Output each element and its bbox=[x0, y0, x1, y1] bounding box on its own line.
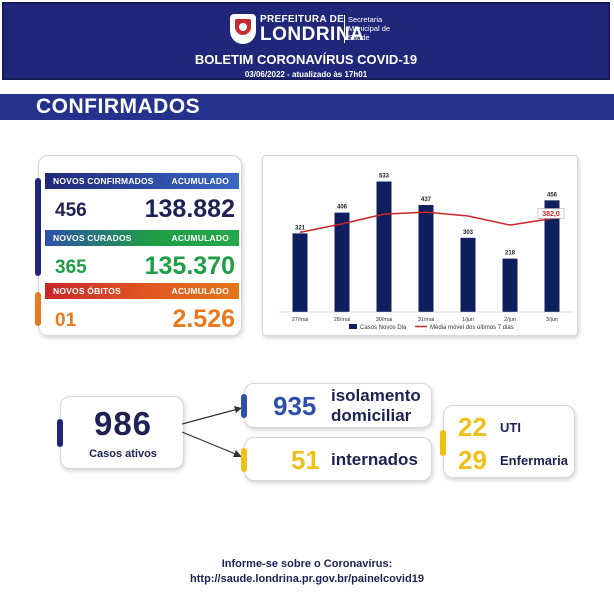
confirmed-label: NOVOS CONFIRMADOS bbox=[53, 176, 154, 186]
bar-1/jun bbox=[460, 237, 476, 312]
bar-value-label: 406 bbox=[337, 205, 348, 211]
home-isolation-label-2: domiciliar bbox=[331, 406, 412, 425]
cases-summary-card: NOVOS CONFIRMADOS ACUMULADO 456 138.882 … bbox=[35, 155, 242, 336]
bar-28/mai bbox=[334, 212, 350, 312]
bulletin-date: 03/06/2022 - atualizado às 17h01 bbox=[244, 70, 368, 79]
arrow-to-isolation-icon bbox=[181, 408, 239, 425]
bar-value-label: 218 bbox=[505, 251, 516, 257]
bar-27/mai bbox=[292, 233, 308, 312]
daily-cases-chart: 321 406 533 437 303 218 456 27/mai 28/mai 30/mai… bbox=[279, 174, 573, 331]
card-accent-bar bbox=[241, 394, 247, 418]
hospitalized-value: 51 bbox=[291, 445, 320, 475]
category-label: 1/jun bbox=[462, 317, 474, 323]
logo-secretaria-text: Secretaria Municipal de Saúde bbox=[348, 15, 391, 42]
card-accent-bar bbox=[57, 419, 63, 447]
deaths-total-value: 2.526 bbox=[172, 305, 235, 333]
legend-bar-label: Casos Novos Dia bbox=[360, 325, 407, 331]
card-accent-bar bbox=[35, 178, 41, 276]
ward-label: Enfermaria bbox=[500, 453, 568, 468]
active-cases-card: 986 Casos ativos bbox=[57, 396, 184, 469]
section-bar: CONFIRMADOS bbox=[0, 94, 614, 120]
hospitalized-card: 51 internados bbox=[241, 437, 432, 481]
bar-value-label: 303 bbox=[463, 230, 474, 236]
deaths-acc-label: ACUMULADO bbox=[171, 286, 229, 296]
bar-31/mai bbox=[418, 205, 434, 312]
bar-30/mai bbox=[376, 181, 392, 312]
icu-label: UTI bbox=[500, 420, 521, 435]
confirmed-acc-label: ACUMULADO bbox=[171, 176, 229, 186]
confirmed-band: NOVOS CONFIRMADOS ACUMULADO bbox=[45, 173, 239, 189]
arrowhead-icon bbox=[234, 406, 242, 413]
home-isolation-value: 935 bbox=[273, 391, 317, 421]
footer-info-text: Informe-se sobre o Coronavírus: bbox=[221, 558, 393, 570]
recovered-acc-label: ACUMULADO bbox=[171, 233, 229, 243]
highlight-value-box bbox=[537, 208, 565, 219]
category-label: 27/mai bbox=[292, 317, 309, 323]
city-crest-icon bbox=[230, 14, 256, 44]
legend-bar-swatch bbox=[349, 324, 357, 329]
bar-3/jun bbox=[544, 200, 560, 312]
deaths-label: NOVOS ÓBITOS bbox=[53, 286, 121, 296]
moving-average-line bbox=[299, 211, 553, 234]
recovered-label: NOVOS CURADOS bbox=[53, 233, 132, 243]
confirmed-total-value: 138.882 bbox=[144, 195, 235, 223]
bar-2/jun bbox=[502, 258, 518, 312]
active-cases-value: 986 bbox=[93, 405, 153, 442]
icu-value: 22 bbox=[458, 412, 487, 442]
category-label: 2/jun bbox=[504, 317, 516, 323]
card-accent-bar bbox=[440, 430, 446, 456]
card-accent-bar bbox=[35, 292, 41, 326]
section-title: CONFIRMADOS bbox=[36, 95, 201, 118]
home-isolation-card: 935 isolamento domiciliar bbox=[241, 383, 432, 428]
arrow-to-hospitalized-icon bbox=[181, 431, 239, 456]
ward-value: 29 bbox=[458, 445, 487, 475]
bar-value-label: 437 bbox=[421, 197, 432, 203]
recovered-total-value: 135.370 bbox=[144, 252, 235, 280]
daily-cases-chart-card: 321 406 533 437 303 218 456 27/mai 28/mai 30/mai… bbox=[262, 155, 578, 336]
hospitalized-label: internados bbox=[331, 450, 418, 469]
bulletin-title: BOLETIM CORONAVÍRUS COVID-19 bbox=[194, 52, 418, 67]
breakdown-arrows bbox=[181, 406, 242, 457]
icu-ward-card: 22 UTI 29 Enfermaria bbox=[440, 405, 575, 478]
logo-prefeitura-text: PREFEITURA DE bbox=[260, 14, 345, 25]
highlight-value-label: 382,0 bbox=[542, 211, 560, 218]
prefeitura-logo: PREFEITURA DE LONDRINA Secretaria Munici… bbox=[230, 12, 394, 46]
deaths-new-value: 01 bbox=[55, 310, 77, 331]
recovered-band: NOVOS CURADOS ACUMULADO bbox=[45, 230, 239, 246]
logo-londrina-text: LONDRINA bbox=[260, 24, 365, 45]
bar-value-label: 456 bbox=[547, 192, 558, 198]
card-accent-bar bbox=[241, 448, 247, 472]
category-label: 28/mai bbox=[334, 317, 351, 323]
category-label: 3/jun bbox=[546, 317, 558, 323]
active-cases-label: Casos ativos bbox=[89, 448, 157, 460]
deaths-band: NOVOS ÓBITOS ACUMULADO bbox=[45, 283, 239, 299]
legend-line-label: Média móvel dos últimos 7 dias bbox=[430, 325, 514, 331]
bar-value-label: 533 bbox=[379, 174, 390, 180]
recovered-new-value: 365 bbox=[55, 257, 87, 278]
logo-divider bbox=[344, 15, 345, 43]
home-isolation-label-1: isolamento bbox=[331, 386, 421, 405]
category-label: 31/mai bbox=[418, 317, 435, 323]
footer-link[interactable]: http://saude.londrina.pr.gov.br/painelco… bbox=[190, 573, 424, 585]
arrowhead-icon bbox=[233, 450, 242, 457]
confirmed-new-value: 456 bbox=[55, 200, 87, 221]
bulletin-header: PREFEITURA DE LONDRINA Secretaria Munici… bbox=[2, 2, 610, 80]
bar-value-label: 321 bbox=[295, 225, 306, 231]
category-label: 30/mai bbox=[376, 317, 393, 323]
